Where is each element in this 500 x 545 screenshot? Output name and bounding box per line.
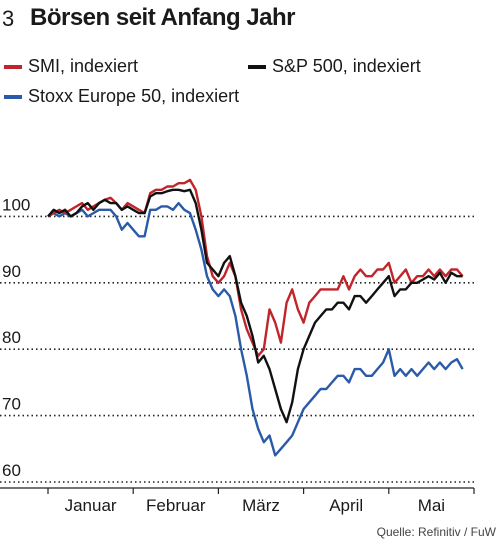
- legend-swatch-smi: [4, 64, 22, 69]
- legend-swatch-sp500: [248, 64, 266, 69]
- y-tick-label-80: 80: [2, 328, 21, 347]
- y-tick-label-70: 70: [2, 395, 21, 414]
- series-line-stoxx: [47, 201, 464, 457]
- x-tick-label-2: März: [242, 496, 280, 515]
- legend-label-stoxx: Stoxx Europe 50, indexiert: [28, 86, 240, 106]
- series-line-smi: [47, 178, 464, 357]
- y-tick-label-60: 60: [2, 461, 21, 480]
- source-note: Quelle: Refinitiv / FuW: [376, 525, 496, 539]
- legend-swatch-stoxx: [4, 94, 22, 99]
- y-tick-label-100: 100: [2, 195, 30, 214]
- x-tick-label-1: Februar: [146, 496, 206, 515]
- legend-label-smi: SMI, indexiert: [28, 56, 139, 76]
- legend-item-stoxx: Stoxx Europe 50, indexiert: [4, 86, 239, 107]
- x-tick-label-3: April: [329, 496, 363, 515]
- legend-item-sp500: S&P 500, indexiert: [248, 56, 421, 77]
- y-tick-label-90: 90: [2, 262, 21, 281]
- x-tick-label-0: Januar: [65, 496, 117, 515]
- x-tick-label-4: Mai: [418, 496, 445, 515]
- chart-number: 3: [2, 6, 15, 31]
- series-line-sp500: [47, 188, 463, 424]
- legend-item-smi: SMI, indexiert: [4, 56, 138, 77]
- chart-title: Börsen seit Anfang Jahr: [30, 4, 296, 31]
- legend-label-sp500: S&P 500, indexiert: [272, 56, 421, 76]
